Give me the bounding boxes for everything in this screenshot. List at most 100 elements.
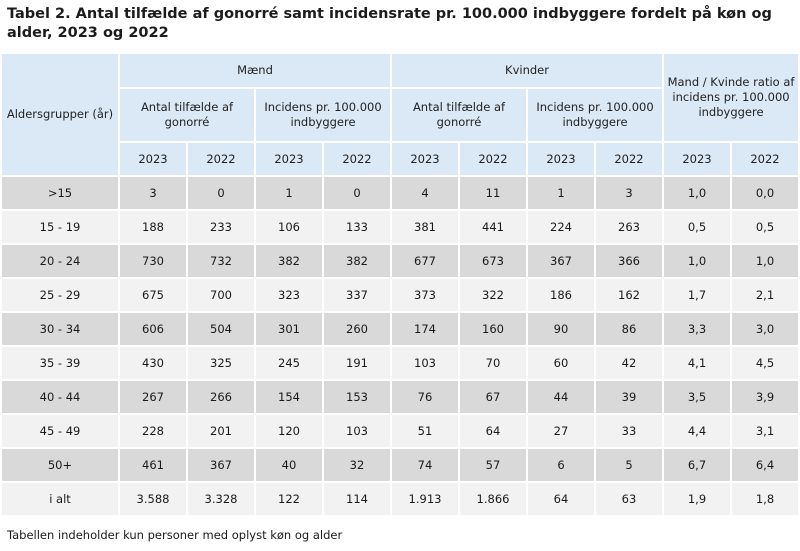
table-cell: 4,1 xyxy=(664,347,730,379)
table-cell: 3,0 xyxy=(732,313,799,345)
header-men: Mænd xyxy=(120,54,390,87)
table-row: 25 - 29 675 700 323 337 373 322 186 162 1,7 2,1 xyxy=(2,279,799,311)
table-title: Tabel 2. Antal tilfælde af gonorré samt … xyxy=(7,6,772,41)
table-cell: 267 xyxy=(120,381,186,413)
table-row: >15 3 0 1 0 4 11 1 3 1,0 0,0 xyxy=(2,177,799,209)
table-cell: 325 xyxy=(188,347,254,379)
year-header: 2023 xyxy=(120,143,186,175)
table-cell: 51 xyxy=(392,415,458,447)
table-cell: 33 xyxy=(596,415,662,447)
table-cell: 1,9 xyxy=(664,483,730,515)
table-cell: 245 xyxy=(256,347,322,379)
table-cell: 323 xyxy=(256,279,322,311)
row-age-label: 20 - 24 xyxy=(2,245,118,277)
table-cell: 162 xyxy=(596,279,662,311)
table-row: i alt 3.588 3.328 122 114 1.913 1.866 64 63 1,9 1,… xyxy=(2,483,799,515)
table-cell: 76 xyxy=(392,381,458,413)
header-women-count: Antal tilfælde af gonorré xyxy=(392,89,526,141)
table-cell: 441 xyxy=(460,211,526,243)
table-cell: 260 xyxy=(324,313,390,345)
table-cell: 263 xyxy=(596,211,662,243)
header-men-incidence: Incidens pr. 100.000 indbyggere xyxy=(256,89,390,141)
table-cell: 1,7 xyxy=(664,279,730,311)
table-cell: 120 xyxy=(256,415,322,447)
table-cell: 201 xyxy=(188,415,254,447)
table-cell: 4,4 xyxy=(664,415,730,447)
year-header: 2022 xyxy=(460,143,526,175)
table-cell: 188 xyxy=(120,211,186,243)
table-cell: 106 xyxy=(256,211,322,243)
table-cell: 103 xyxy=(324,415,390,447)
table-cell: 1,8 xyxy=(732,483,799,515)
footnote: Tabellen indeholder kun personer med opl… xyxy=(7,528,343,542)
table-cell: 11 xyxy=(460,177,526,209)
table-cell: 4 xyxy=(392,177,458,209)
table-cell: 673 xyxy=(460,245,526,277)
table-cell: 160 xyxy=(460,313,526,345)
year-header: 2022 xyxy=(324,143,390,175)
header-women-incidence: Incidens pr. 100.000 indbyggere xyxy=(528,89,662,141)
table-cell: 373 xyxy=(392,279,458,311)
table-cell: 64 xyxy=(528,483,594,515)
table-cell: 606 xyxy=(120,313,186,345)
row-age-label: 25 - 29 xyxy=(2,279,118,311)
year-header: 2022 xyxy=(732,143,799,175)
table-cell: 430 xyxy=(120,347,186,379)
table-cell: 1.913 xyxy=(392,483,458,515)
table-cell: 1,0 xyxy=(732,245,799,277)
table-row: 35 - 39 430 325 245 191 103 70 60 42 4,1 4,5 xyxy=(2,347,799,379)
table-cell: 3 xyxy=(596,177,662,209)
table-cell: 233 xyxy=(188,211,254,243)
year-header: 2023 xyxy=(392,143,458,175)
table-row: 20 - 24 730 732 382 382 677 673 367 366 1,0 1,0 xyxy=(2,245,799,277)
table-cell: 39 xyxy=(596,381,662,413)
year-header: 2022 xyxy=(188,143,254,175)
header-ratio: Mand / Kvinde ratio af incidens pr. 100.… xyxy=(664,54,799,141)
year-header: 2023 xyxy=(528,143,594,175)
table-cell: 86 xyxy=(596,313,662,345)
table-cell: 191 xyxy=(324,347,390,379)
table-body: >15 3 0 1 0 4 11 1 3 1,0 0,0 15 - 19 188 233 106 133 381… xyxy=(2,177,799,515)
row-age-label: 40 - 44 xyxy=(2,381,118,413)
table-cell: 67 xyxy=(460,381,526,413)
row-age-label: i alt xyxy=(2,483,118,515)
table-cell: 366 xyxy=(596,245,662,277)
year-header: 2023 xyxy=(664,143,730,175)
table-row: 15 - 19 188 233 106 133 381 441 224 263 0,5 0,5 xyxy=(2,211,799,243)
table-cell: 337 xyxy=(324,279,390,311)
table-cell: 367 xyxy=(188,449,254,481)
row-age-label: 15 - 19 xyxy=(2,211,118,243)
table-cell: 6,7 xyxy=(664,449,730,481)
row-age-label: 30 - 34 xyxy=(2,313,118,345)
table-row: 40 - 44 267 266 154 153 76 67 44 39 3,5 3,9 xyxy=(2,381,799,413)
table-row: 30 - 34 606 504 301 260 174 160 90 86 3,3 3,0 xyxy=(2,313,799,345)
table-cell: 0 xyxy=(324,177,390,209)
table-cell: 4,5 xyxy=(732,347,799,379)
table-row: 45 - 49 228 201 120 103 51 64 27 33 4,4 3,1 xyxy=(2,415,799,447)
table-cell: 74 xyxy=(392,449,458,481)
year-header: 2022 xyxy=(596,143,662,175)
table-cell: 57 xyxy=(460,449,526,481)
table-cell: 186 xyxy=(528,279,594,311)
table-cell: 153 xyxy=(324,381,390,413)
table-cell: 382 xyxy=(256,245,322,277)
table-cell: 301 xyxy=(256,313,322,345)
row-age-label: >15 xyxy=(2,177,118,209)
table-cell: 6 xyxy=(528,449,594,481)
table-cell: 322 xyxy=(460,279,526,311)
table-cell: 266 xyxy=(188,381,254,413)
table-cell: 675 xyxy=(120,279,186,311)
table-cell: 224 xyxy=(528,211,594,243)
table-cell: 103 xyxy=(392,347,458,379)
table-cell: 461 xyxy=(120,449,186,481)
table-cell: 0,0 xyxy=(732,177,799,209)
header-age-group: Aldersgrupper (år) xyxy=(2,54,118,175)
table-cell: 114 xyxy=(324,483,390,515)
table-cell: 1,0 xyxy=(664,245,730,277)
table-cell: 3.588 xyxy=(120,483,186,515)
table-cell: 0,5 xyxy=(732,211,799,243)
table-cell: 63 xyxy=(596,483,662,515)
table-cell: 700 xyxy=(188,279,254,311)
table-cell: 730 xyxy=(120,245,186,277)
table-cell: 42 xyxy=(596,347,662,379)
